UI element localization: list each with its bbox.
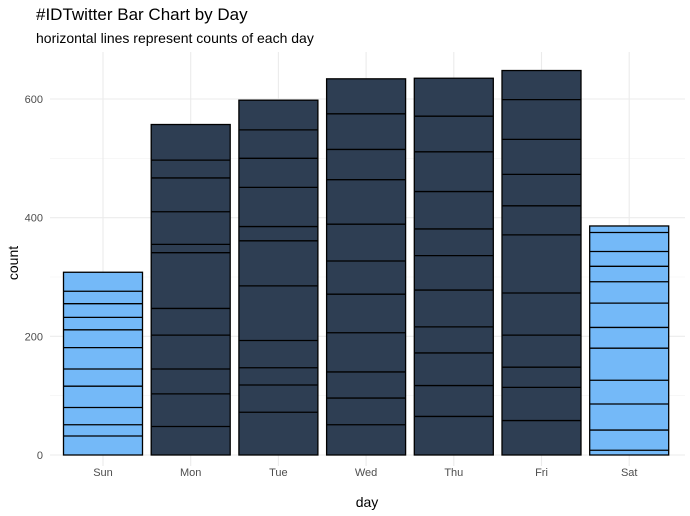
chart-subtitle: horizontal lines represent counts of eac…: [36, 30, 314, 46]
bar-mon: [150, 123, 231, 456]
x-tick-label: Thu: [444, 467, 463, 479]
x-tick-label: Sun: [93, 467, 113, 479]
bar-thu: [413, 77, 494, 456]
x-tick-label: Fri: [535, 467, 548, 479]
bar-outline: [589, 225, 670, 456]
y-tick-label: 200: [25, 331, 43, 343]
x-tick-label: Sat: [621, 467, 638, 479]
y-tick-label: 400: [25, 213, 43, 225]
bar-fill: [414, 78, 494, 455]
bar-outline: [150, 123, 231, 456]
x-tick-label: Tue: [269, 467, 288, 479]
bar-wed: [325, 78, 407, 456]
x-tick-label: Wed: [355, 467, 377, 479]
bar-sat: [589, 225, 670, 456]
bars: [62, 69, 670, 456]
bar-outline: [413, 77, 494, 456]
chart-title: #IDTwitter Bar Chart by Day: [36, 5, 248, 24]
bar-outline: [238, 99, 319, 456]
bar-fill: [151, 124, 231, 455]
bar-sun: [62, 271, 144, 456]
axes: day count Sun Mon Tue Wed Thu Fri Sat 0 200 400 60…: [5, 94, 637, 510]
bar-outline: [325, 78, 407, 456]
x-axis-title: day: [356, 494, 379, 510]
bar-fill: [63, 272, 143, 455]
bar-fill: [502, 70, 581, 456]
x-tick-label: Mon: [180, 467, 201, 479]
bar-fill: [238, 100, 318, 455]
y-axis-title: count: [5, 246, 21, 280]
bar-outline: [62, 271, 144, 456]
bar-fri: [501, 69, 582, 456]
bar-fill: [326, 78, 406, 456]
bar-tue: [238, 99, 319, 456]
y-tick-label: 0: [37, 450, 43, 462]
bar-outline: [501, 69, 582, 456]
bar-fill: [589, 225, 669, 455]
y-tick-label: 600: [25, 94, 43, 106]
